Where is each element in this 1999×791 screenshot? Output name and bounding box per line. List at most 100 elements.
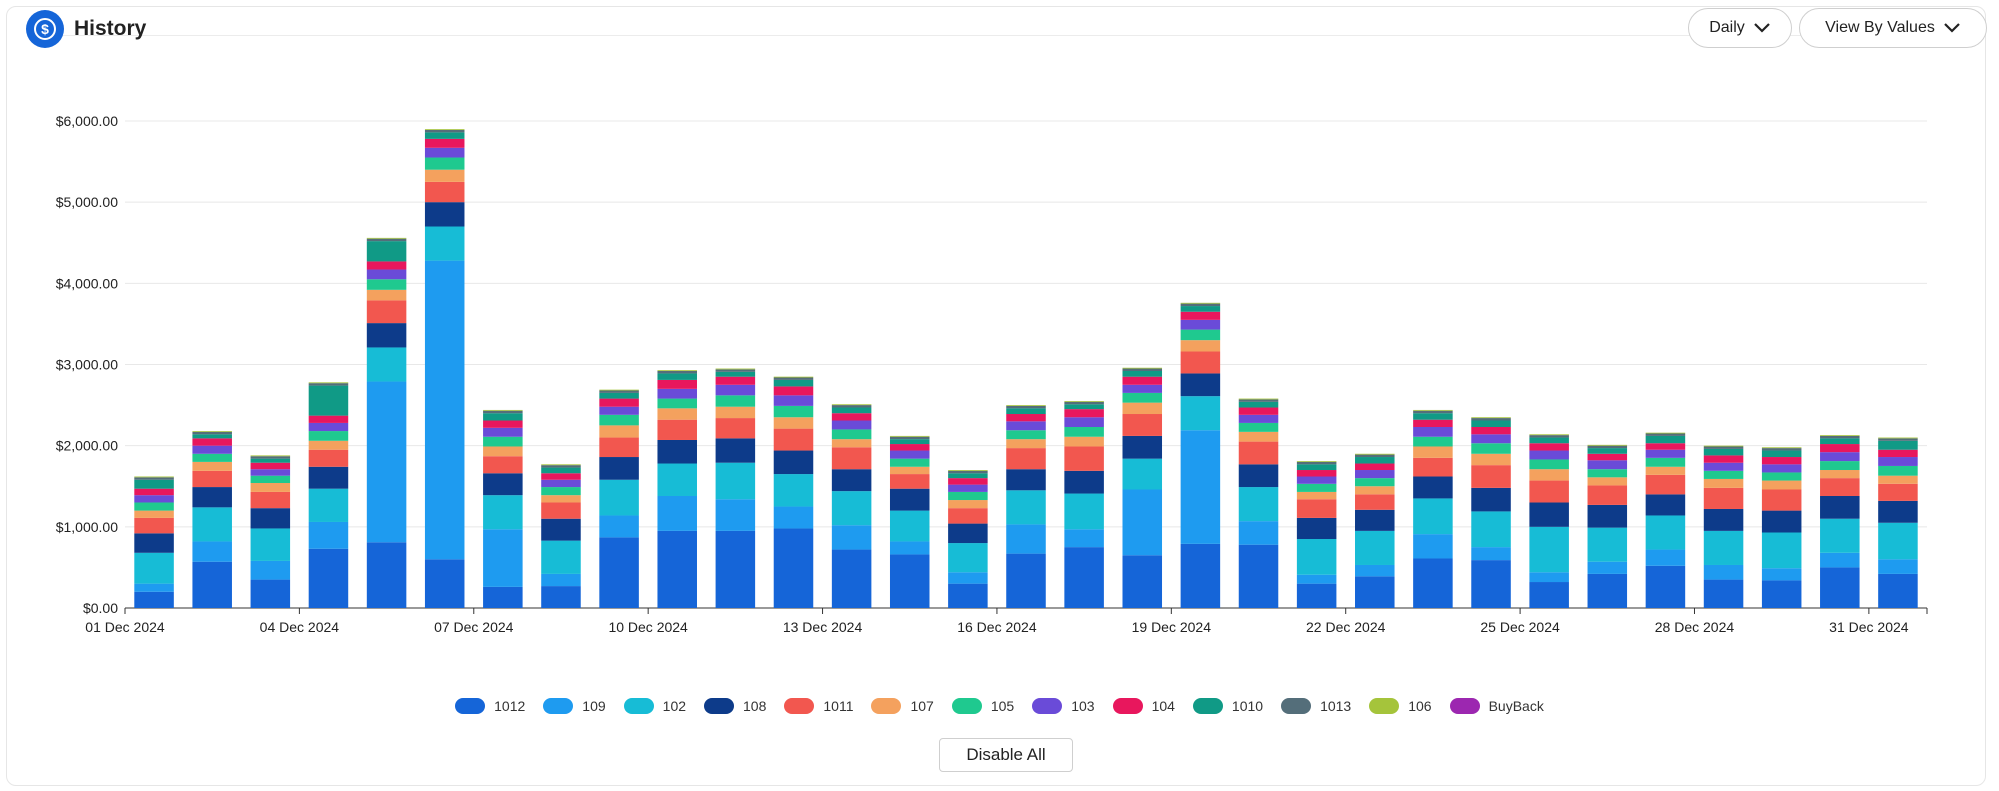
bar-segment-1012[interactable] [1878,573,1918,608]
bar-segment-106[interactable] [715,368,756,370]
bar-segment-106[interactable] [134,476,174,478]
bar-segment-104[interactable] [483,420,523,428]
bar-segment-1010[interactable] [1703,448,1744,456]
bar-segment-102[interactable] [1529,526,1569,573]
bar-segment-102[interactable] [192,507,232,542]
bar-segment-1011[interactable] [134,517,174,534]
bar-segment-108[interactable] [366,323,407,348]
bar-segment-1011[interactable] [889,474,930,489]
bar-segment-103[interactable] [1006,421,1046,431]
bar-segment-105[interactable] [308,431,349,441]
bar-segment-107[interactable] [541,495,581,503]
bar-segment-1013[interactable] [366,238,407,242]
bar-segment-1011[interactable] [715,418,756,439]
bar-segment-106[interactable] [192,431,232,432]
bar-segment-1013[interactable] [1064,401,1104,405]
legend-item-1010[interactable]: 1010 [1192,698,1263,714]
bar-segment-107[interactable] [424,169,465,182]
bar-segment-1010[interactable] [366,241,407,262]
bar-segment-1010[interactable] [831,407,872,414]
bar-segment-1012[interactable] [483,586,523,608]
bar-segment-103[interactable] [483,427,523,437]
bar-segment-104[interactable] [366,261,407,270]
bar-segment-102[interactable] [424,226,465,261]
bar-segment-104[interactable] [657,379,697,389]
bar-segment-103[interactable] [1064,417,1104,427]
bar-segment-102[interactable] [889,510,930,542]
bar-segment-105[interactable] [424,157,465,170]
bar-segment-102[interactable] [134,552,174,584]
bar-segment-104[interactable] [250,462,291,470]
bar-segment-107[interactable] [948,500,988,509]
bar-segment-1012[interactable] [1413,558,1453,608]
bar-segment-1013[interactable] [831,405,872,408]
bar-segment-103[interactable] [541,479,581,488]
bar-segment-107[interactable] [1761,480,1802,490]
bar-segment-1012[interactable] [1006,553,1046,608]
bar-segment-106[interactable] [541,464,581,466]
bar-segment-102[interactable] [1006,490,1046,525]
bar-segment-106[interactable] [1878,437,1918,439]
bar-segment-106[interactable] [1645,432,1686,434]
bar-segment-1013[interactable] [424,129,465,133]
bar-segment-105[interactable] [889,458,930,467]
bar-segment-102[interactable] [1761,532,1802,569]
bar-segment-102[interactable] [715,462,756,500]
bar-segment-105[interactable] [1064,426,1104,437]
bar-segment-1010[interactable] [192,434,232,439]
bar-segment-107[interactable] [483,446,523,457]
bar-segment-109[interactable] [1238,521,1279,545]
bar-segment-102[interactable] [1471,511,1511,548]
bar-segment-107[interactable] [715,406,756,419]
bar-segment-105[interactable] [948,491,988,501]
bar-segment-102[interactable] [1355,530,1395,565]
bar-segment-1011[interactable] [1529,480,1569,503]
bar-segment-1013[interactable] [599,390,639,393]
bar-segment-107[interactable] [1122,402,1163,415]
bar-segment-108[interactable] [250,508,291,529]
bar-segment-102[interactable] [308,488,349,522]
bar-segment-109[interactable] [1006,524,1046,554]
bar-segment-108[interactable] [773,450,814,475]
bar-segment-105[interactable] [1529,459,1569,470]
bar-segment-104[interactable] [308,415,349,423]
bar-segment-106[interactable] [250,455,291,457]
bar-segment-1013[interactable] [657,370,697,374]
bar-segment-1012[interactable] [773,528,814,608]
bar-segment-1013[interactable] [948,470,988,474]
bar-segment-1010[interactable] [1820,438,1860,445]
bar-segment-107[interactable] [889,466,930,475]
bar-segment-1010[interactable] [1296,464,1337,471]
bar-segment-107[interactable] [773,417,814,429]
bar-segment-1012[interactable] [1180,543,1221,608]
bar-segment-1011[interactable] [1296,499,1337,518]
bar-segment-104[interactable] [831,413,872,421]
bar-segment-102[interactable] [657,463,697,496]
bar-segment-104[interactable] [1820,444,1860,453]
legend-item-107[interactable]: 107 [871,698,934,714]
period-dropdown[interactable]: Daily [1688,8,1792,48]
bar-segment-102[interactable] [1296,539,1337,575]
bar-segment-103[interactable] [192,445,232,454]
bar-segment-1013[interactable] [1645,433,1686,436]
bar-segment-1011[interactable] [541,502,581,519]
bar-segment-102[interactable] [1645,515,1686,550]
bar-segment-1010[interactable] [1238,401,1279,408]
legend-item-1012[interactable]: 1012 [455,698,525,714]
bar-segment-105[interactable] [1587,469,1628,478]
bar-segment-102[interactable] [948,543,988,573]
bar-segment-107[interactable] [657,408,697,420]
bar-segment-104[interactable] [1471,426,1511,435]
bar-segment-104[interactable] [1529,443,1569,451]
bar-segment-108[interactable] [1122,435,1163,459]
bar-segment-109[interactable] [1587,561,1628,574]
bar-segment-1013[interactable] [1296,461,1337,465]
bar-segment-105[interactable] [1180,329,1221,341]
bar-segment-109[interactable] [366,381,407,543]
bar-segment-1012[interactable] [1645,565,1686,608]
bar-segment-108[interactable] [1645,494,1686,516]
bar-segment-1012[interactable] [1355,576,1395,608]
bar-segment-108[interactable] [1006,469,1046,491]
bar-segment-109[interactable] [1413,534,1453,559]
bar-segment-102[interactable] [541,540,581,574]
